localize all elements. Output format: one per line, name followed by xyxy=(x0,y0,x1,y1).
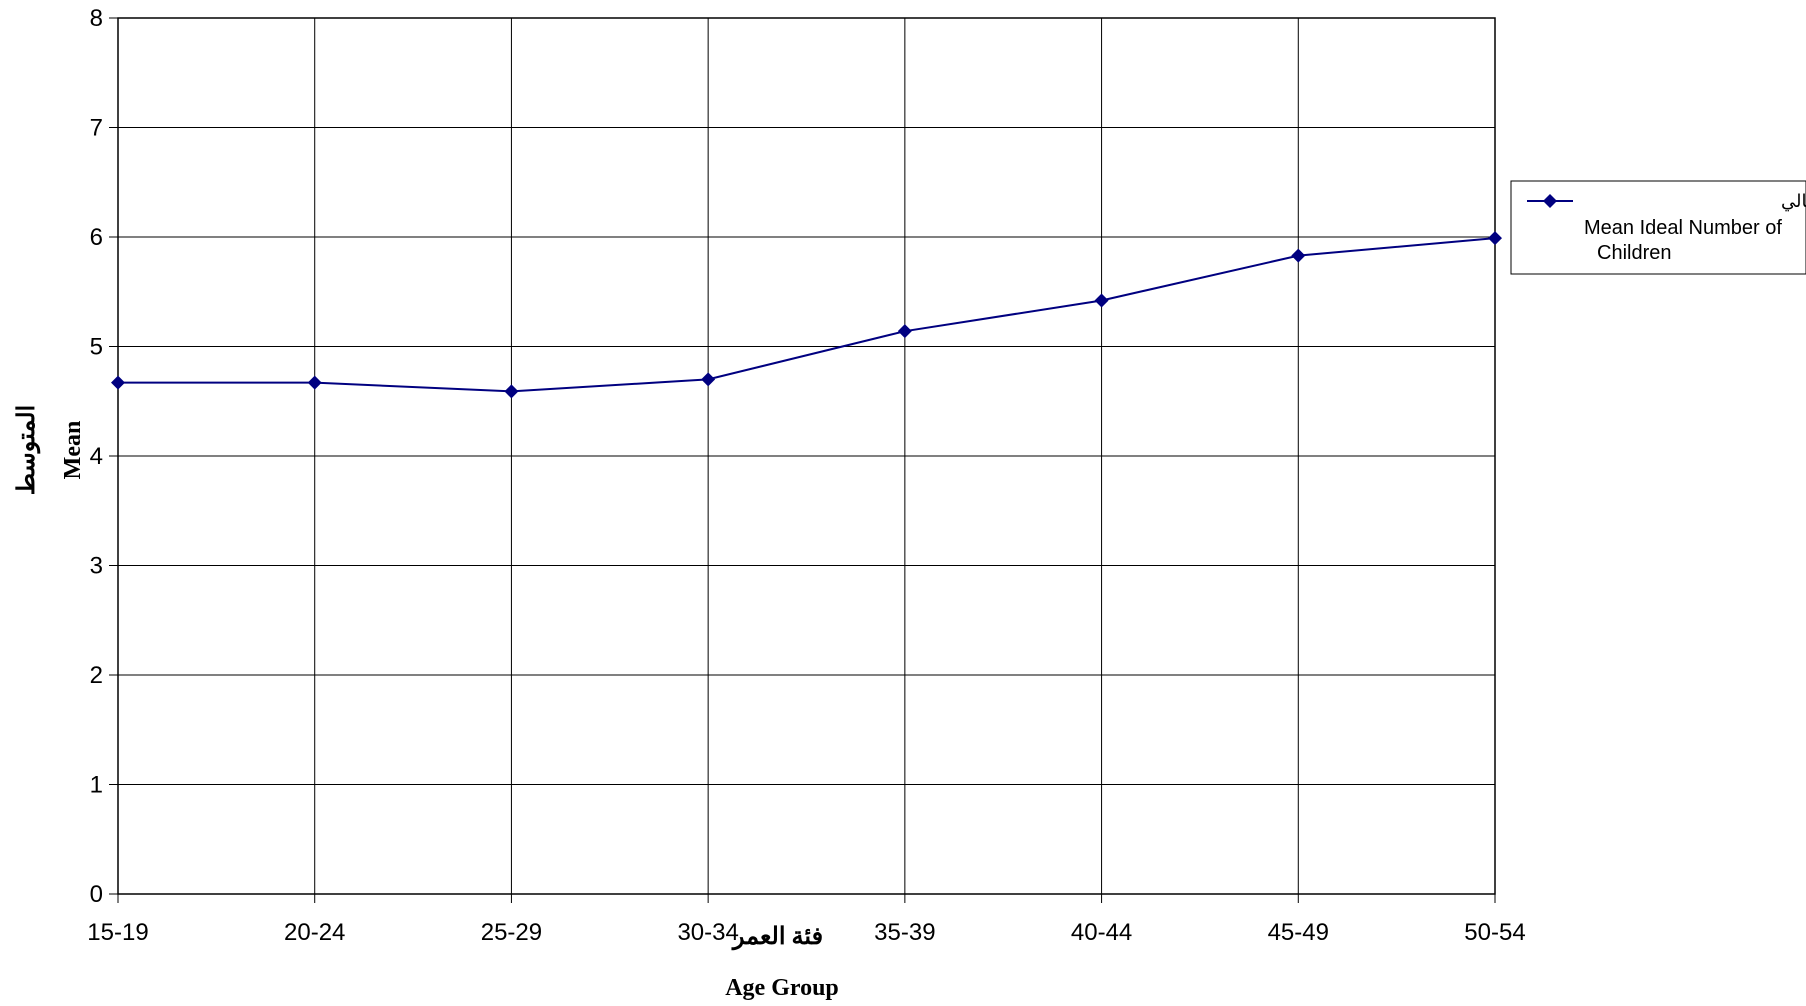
data-point-marker xyxy=(1094,293,1109,308)
y-tick-label: 3 xyxy=(90,553,103,580)
y-tick-label: 0 xyxy=(90,881,103,908)
x-tick-label: 20-24 xyxy=(284,919,345,946)
data-point-marker xyxy=(701,372,716,387)
y-axis-title: Mean xyxy=(60,421,86,480)
series-group xyxy=(111,231,1502,399)
legend-label-line2: Children xyxy=(1597,242,1671,264)
data-point-marker xyxy=(504,384,519,399)
x-axis-title: Age Group xyxy=(725,975,839,1001)
legend-label-arabic: متوسط عدد الأطفال المثالي xyxy=(1781,190,1806,212)
x-tick-label: 30-34 xyxy=(677,919,738,946)
y-tick-label: 2 xyxy=(90,662,103,689)
x-tick-label: 25-29 xyxy=(481,919,542,946)
data-point-marker xyxy=(1291,248,1306,263)
y-axis: 0 1 2 3 4 5 6 7 8 xyxy=(90,5,118,908)
legend-label-line1: Mean Ideal Number of xyxy=(1584,217,1782,239)
y-tick-label: 8 xyxy=(90,5,103,32)
legend-box xyxy=(1510,180,1806,275)
x-axis-title-arabic: فئة العمر xyxy=(731,924,823,951)
x-tick-label: 35-39 xyxy=(874,919,935,946)
data-point-marker xyxy=(1488,231,1502,246)
y-tick-label: 1 xyxy=(90,772,103,799)
y-tick-label: 7 xyxy=(90,115,103,142)
legend: متوسط عدد الأطفال المثالي Mean Ideal Num… xyxy=(1510,180,1806,275)
x-tick-label: 45-49 xyxy=(1268,919,1329,946)
data-point-marker xyxy=(111,375,125,390)
x-axis: 15-19 20-24 25-29 30-34 35-39 40-44 45-49 50-54 xyxy=(87,894,1526,946)
y-axis-title-arabic: المتوسط xyxy=(14,405,41,495)
y-tick-label: 5 xyxy=(90,334,103,361)
x-tick-label: 40-44 xyxy=(1071,919,1132,946)
series-line xyxy=(118,237,1496,393)
legend-marker-icon xyxy=(1543,194,1557,208)
data-point-marker xyxy=(897,324,912,339)
x-tick-label: 50-54 xyxy=(1464,919,1525,946)
data-point-marker xyxy=(307,375,322,390)
y-tick-label: 4 xyxy=(90,443,103,470)
x-tick-label: 15-19 xyxy=(87,919,148,946)
y-tick-label: 6 xyxy=(90,224,103,251)
